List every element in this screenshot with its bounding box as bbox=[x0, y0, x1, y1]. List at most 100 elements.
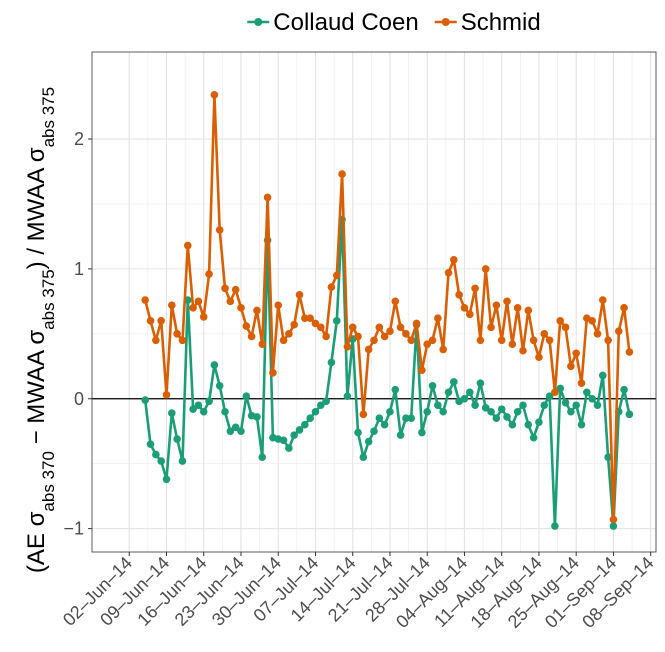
data-point bbox=[604, 336, 612, 345]
data-point bbox=[215, 381, 224, 390]
data-point bbox=[620, 304, 628, 312]
data-point bbox=[444, 268, 453, 277]
legend-key-point bbox=[254, 18, 263, 26]
data-point bbox=[348, 323, 357, 332]
data-point bbox=[572, 349, 580, 358]
data-point bbox=[503, 413, 511, 421]
data-point bbox=[141, 296, 150, 304]
data-point bbox=[428, 381, 437, 390]
data-point bbox=[487, 323, 495, 332]
data-point bbox=[322, 332, 330, 341]
data-point bbox=[588, 317, 596, 325]
data-point bbox=[450, 378, 458, 386]
data-point bbox=[215, 226, 224, 234]
data-point bbox=[168, 301, 176, 310]
data-point bbox=[487, 407, 495, 416]
data-point bbox=[407, 336, 416, 345]
data-point bbox=[311, 407, 320, 416]
data-point bbox=[513, 407, 522, 416]
data-point bbox=[625, 410, 634, 419]
data-point bbox=[476, 379, 485, 387]
data-point bbox=[497, 405, 506, 413]
data-point bbox=[157, 317, 165, 325]
data-point bbox=[146, 317, 155, 325]
data-point bbox=[577, 420, 586, 429]
data-point bbox=[529, 433, 538, 442]
data-point bbox=[545, 392, 554, 400]
data-point bbox=[604, 453, 612, 461]
data-point bbox=[375, 414, 384, 423]
data-point bbox=[295, 291, 304, 299]
data-point bbox=[311, 319, 320, 328]
data-point bbox=[354, 332, 362, 341]
data-point bbox=[513, 304, 522, 312]
legend-key-point bbox=[441, 18, 450, 26]
data-point bbox=[418, 366, 426, 374]
data-point bbox=[492, 301, 501, 310]
data-point bbox=[481, 404, 490, 412]
data-point bbox=[189, 304, 197, 312]
data-point bbox=[556, 317, 565, 325]
y-tick-label: 1 bbox=[74, 259, 84, 279]
data-point bbox=[412, 319, 421, 328]
data-point bbox=[173, 435, 181, 443]
data-point bbox=[471, 401, 479, 410]
data-point bbox=[370, 336, 378, 345]
data-point bbox=[162, 391, 171, 399]
legend: Collaud Coen Schmid bbox=[247, 9, 541, 36]
data-point bbox=[194, 401, 203, 410]
data-point bbox=[593, 401, 602, 410]
data-point bbox=[524, 306, 533, 315]
data-point bbox=[306, 314, 314, 323]
data-point bbox=[524, 420, 533, 429]
data-point bbox=[375, 323, 384, 332]
data-point bbox=[439, 407, 447, 416]
data-point bbox=[301, 420, 309, 429]
data-point bbox=[210, 91, 219, 99]
y-label-subscript: abs 375 bbox=[39, 269, 58, 330]
data-point bbox=[551, 522, 559, 530]
data-point bbox=[625, 348, 634, 356]
y-label-part: ) / MWAA σ bbox=[23, 147, 50, 269]
data-point bbox=[465, 388, 474, 397]
data-point bbox=[343, 392, 352, 400]
data-point bbox=[545, 336, 554, 345]
data-point bbox=[380, 332, 389, 341]
data-point bbox=[370, 427, 378, 436]
data-point bbox=[434, 401, 442, 410]
data-point bbox=[359, 453, 368, 461]
data-point bbox=[567, 407, 575, 416]
data-point bbox=[434, 314, 442, 323]
data-point bbox=[556, 384, 565, 393]
data-point bbox=[290, 431, 298, 439]
data-point bbox=[614, 327, 623, 336]
data-point bbox=[194, 297, 203, 306]
data-point bbox=[178, 336, 187, 345]
data-point bbox=[407, 414, 416, 423]
data-point bbox=[598, 371, 607, 380]
data-point bbox=[572, 401, 580, 410]
data-point bbox=[231, 423, 240, 432]
data-point bbox=[338, 170, 346, 178]
data-point bbox=[519, 346, 527, 355]
data-point bbox=[471, 284, 479, 293]
data-point bbox=[583, 388, 591, 397]
data-point bbox=[364, 345, 373, 354]
data-point bbox=[598, 296, 607, 304]
data-point bbox=[609, 522, 618, 530]
data-point bbox=[540, 401, 549, 410]
data-point bbox=[492, 414, 501, 423]
y-tick-label: 0 bbox=[74, 389, 84, 409]
data-point bbox=[391, 385, 400, 394]
data-point bbox=[327, 358, 336, 367]
data-point bbox=[295, 426, 304, 434]
data-point bbox=[290, 320, 298, 329]
data-point bbox=[157, 457, 165, 465]
data-point bbox=[481, 265, 490, 273]
data-point bbox=[423, 407, 432, 416]
data-point bbox=[258, 340, 267, 349]
data-point bbox=[508, 420, 517, 429]
data-point bbox=[146, 440, 155, 449]
data-point bbox=[380, 420, 389, 429]
